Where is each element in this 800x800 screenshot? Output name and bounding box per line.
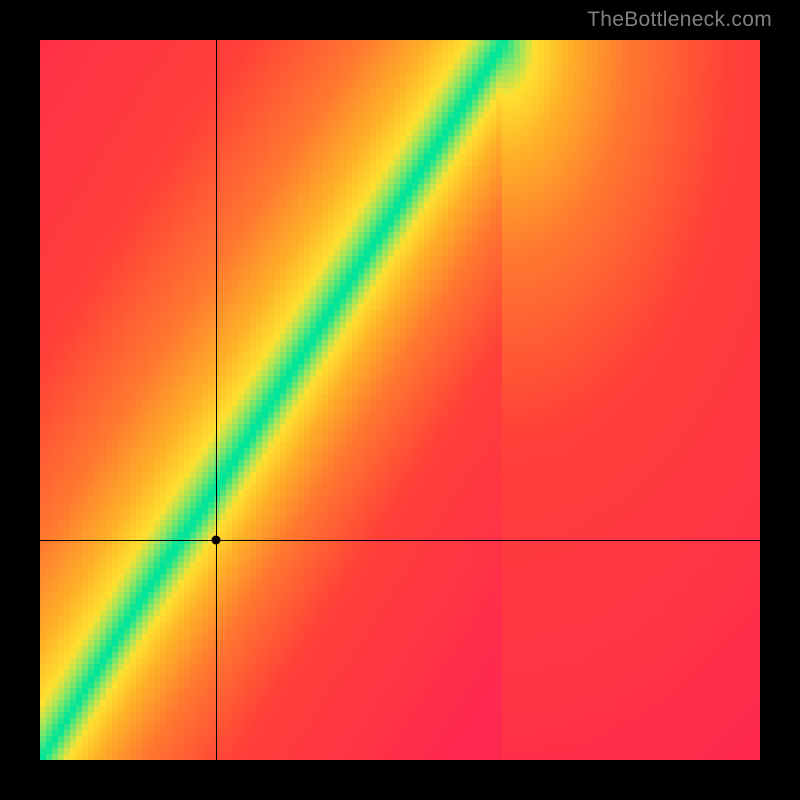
crosshair-vertical — [216, 40, 217, 760]
heatmap-plot — [40, 40, 760, 760]
heatmap-canvas — [40, 40, 760, 760]
watermark: TheBottleneck.com — [587, 8, 772, 32]
crosshair-horizontal — [40, 540, 760, 541]
marker-dot — [212, 536, 221, 545]
